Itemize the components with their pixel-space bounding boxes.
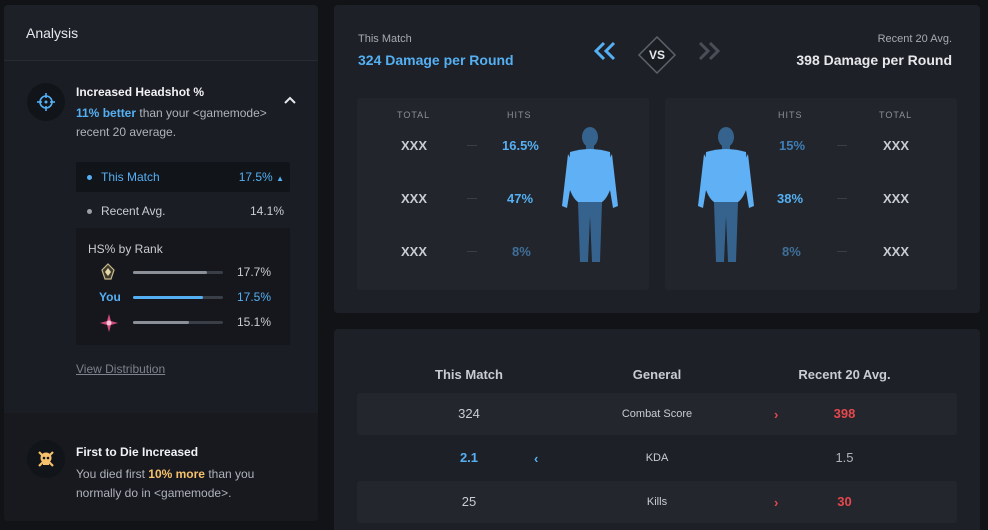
arrow-right-icon: › [774,495,779,510]
col-this-match: This Match [435,367,503,382]
head-hits: 15% [779,138,806,153]
arrow-left-icon: ‹ [534,451,539,466]
rank-upper-icon [100,314,118,337]
arrow-right-icon: › [774,407,779,422]
blue-dot-icon [87,174,92,180]
rank-value: 17.5% [237,290,272,304]
headshot-desc-text: than your <gamemode> [136,106,267,120]
head-total: XXX [883,138,910,153]
first-to-die-title: First to Die Increased [76,445,199,459]
divider [467,251,477,252]
col-recent: Recent 20 Avg. [798,367,891,382]
legs-hits: 8% [782,244,801,259]
recent-value: 398 [833,406,856,421]
collapse-chevron-icon[interactable] [282,93,298,109]
body-silhouette-icon [562,126,618,271]
chevrons-right-icon[interactable] [696,41,722,66]
vs-label: VS [648,48,665,62]
headshot-card: Increased Headshot % 11% better than you… [4,67,318,412]
rank-row-you: You 17.5% [76,288,290,308]
analysis-header: Analysis [4,5,318,61]
col-general: General [632,367,682,382]
rank-bar-fill [133,296,204,299]
headshot-description: 11% better than your <gamemode> recent 2… [76,104,267,142]
legs-total: XXX [883,244,910,259]
table-row: 324 Combat Score › 398 [357,393,957,435]
divider [467,145,477,146]
rank-bar [133,321,223,324]
this-value: 324 [458,406,480,421]
recent-avg-label: Recent 20 Avg. [877,33,952,45]
hits-header: HITS [778,110,803,120]
body-total: XXX [883,191,910,206]
rank-bar-fill [133,321,189,324]
body-total: XXX [401,191,428,206]
hits-header: HITS [507,110,532,120]
headshot-highlight: 11% better [76,106,137,120]
analysis-panel: Analysis Increased Headshot % 11% better… [4,5,318,521]
stat-label: KDA [645,452,669,464]
recent-avg-label: Recent Avg. [101,204,166,218]
damage-comparison-panel: This Match 324 Damage per Round VS Recen… [334,5,980,313]
head-total: XXX [401,138,428,153]
this-match-body-box: TOTAL HITS XXX 16.5% XXX 47% XXX 8% [357,98,649,290]
head-hits: 16.5% [502,138,539,153]
rank-value: 15.1% [237,315,272,329]
body-hits: 47% [507,191,534,206]
this-match-label: This Match [358,33,412,45]
this-match-label: This Match [101,170,160,184]
rank-row: 15.1% [76,313,290,333]
recent-avg-value: 14.1% [249,204,284,218]
vs-badge: VS [637,35,677,75]
divider [837,251,847,252]
general-stats-panel: This Match General Recent 20 Avg. 324 Co… [334,329,980,530]
skull-icon [27,440,65,478]
recent-value: 1.5 [835,450,854,465]
divider [837,198,847,199]
gray-dot-icon [87,208,92,214]
recent-avg-row[interactable]: Recent Avg. 14.1% [76,196,290,226]
this-value: 25 [461,494,477,509]
divider [467,198,477,199]
rank-bar-fill [133,271,207,274]
total-header: TOTAL [397,110,431,120]
first-to-die-description: You died first 10% more than you normall… [76,467,255,500]
recent-avg-body-box: HITS TOTAL 15% XXX 38% XXX 8% XXX [665,98,957,290]
hs-by-rank-box: HS% by Rank 17.7% You 17.5% 15.1% [76,228,290,345]
divider [837,145,847,146]
legs-total: XXX [401,244,428,259]
analysis-title: Analysis [26,24,79,41]
table-row: 2.1 ‹ KDA 1.5 [357,437,957,479]
this-match-value: 17.5% ▲ [238,170,284,184]
stat-label: Kills [646,496,668,508]
headshot-title: Increased Headshot % [76,85,205,99]
legs-hits: 8% [512,244,531,259]
recent-value: 30 [837,494,852,509]
recent-avg-damage: 398 Damage per Round [796,52,952,68]
stat-label: Combat Score [621,408,693,420]
view-distribution-link[interactable]: View Distribution [76,362,166,376]
you-label: You [99,290,121,304]
first-to-die-highlight: 10% more [148,467,205,481]
headshot-desc-line2: recent 20 average. [76,125,177,139]
this-match-row[interactable]: This Match 17.5% ▲ [76,162,290,192]
first-to-die-card: First to Die Increased You died first 10… [4,413,318,521]
rank-bar [133,271,223,274]
table-row: 25 Kills › 30 [357,481,957,523]
this-match-damage: 324 Damage per Round [358,52,514,68]
hs-by-rank-title: HS% by Rank [88,242,163,256]
total-header: TOTAL [879,110,913,120]
chevrons-left-icon[interactable] [592,41,618,66]
this-value: 2.1 [459,450,479,465]
crosshair-icon [27,83,65,121]
rank-lower-icon [100,263,116,286]
rank-value: 17.7% [237,265,272,279]
rank-row: 17.7% [76,263,290,283]
body-hits: 38% [777,191,804,206]
rank-bar [133,296,223,299]
body-silhouette-icon [698,126,754,271]
